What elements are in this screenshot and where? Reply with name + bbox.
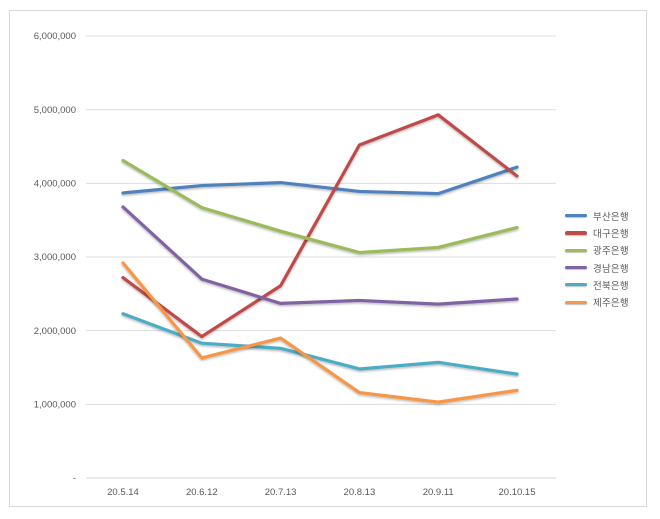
series-line — [121, 261, 519, 404]
legend-label: 경남은행 — [593, 263, 629, 275]
legend-line-swatch-icon — [565, 283, 587, 287]
legend-item: 대구은행 — [565, 224, 629, 241]
legend-item: 경남은행 — [565, 259, 629, 276]
x-axis-tick-label: 20.8.13 — [344, 487, 376, 498]
legend-label: 제주은행 — [593, 298, 629, 310]
series-line — [121, 113, 519, 339]
series-line — [121, 158, 519, 255]
legend-item: 제주은행 — [565, 293, 629, 310]
legend-label: 광주은행 — [593, 246, 629, 258]
x-axis-tick-label: 20.10.15 — [499, 487, 536, 498]
legend-label: 부산은행 — [593, 211, 629, 223]
legend-line-swatch-icon — [565, 300, 587, 304]
x-axis-tick-label: 20.6.12 — [186, 487, 218, 498]
y-axis-tick-label: 4,000,000 — [34, 179, 76, 190]
y-axis-tick-label: 2,000,000 — [34, 326, 76, 337]
x-axis-tick-label: 20.9.11 — [423, 487, 454, 498]
legend-line-swatch-icon — [565, 214, 587, 218]
series-line — [121, 165, 519, 196]
legend-item: 부산은행 — [565, 207, 629, 224]
series-line — [121, 205, 519, 306]
y-axis-tick-label: 1,000,000 — [34, 400, 76, 411]
y-axis-tick-label: 3,000,000 — [34, 252, 76, 263]
legend-line-swatch-icon — [565, 265, 587, 270]
legend-label: 전북은행 — [593, 280, 629, 292]
y-axis-tick-label: 5,000,000 — [34, 105, 76, 116]
legend-item: 광주은행 — [565, 242, 629, 259]
series-line — [121, 312, 519, 376]
legend-item: 전북은행 — [565, 276, 629, 293]
x-axis-tick-label: 20.5.14 — [107, 487, 139, 498]
legend-line-swatch-icon — [565, 248, 587, 252]
y-axis-tick-label: 6,000,000 — [34, 31, 76, 42]
y-axis-tick-label: - — [73, 473, 76, 484]
legend-label: 대구은행 — [593, 228, 629, 240]
x-axis-tick-label: 20.7.13 — [265, 487, 297, 498]
chart-frame — [9, 10, 647, 507]
legend-line-swatch-icon — [565, 231, 587, 235]
